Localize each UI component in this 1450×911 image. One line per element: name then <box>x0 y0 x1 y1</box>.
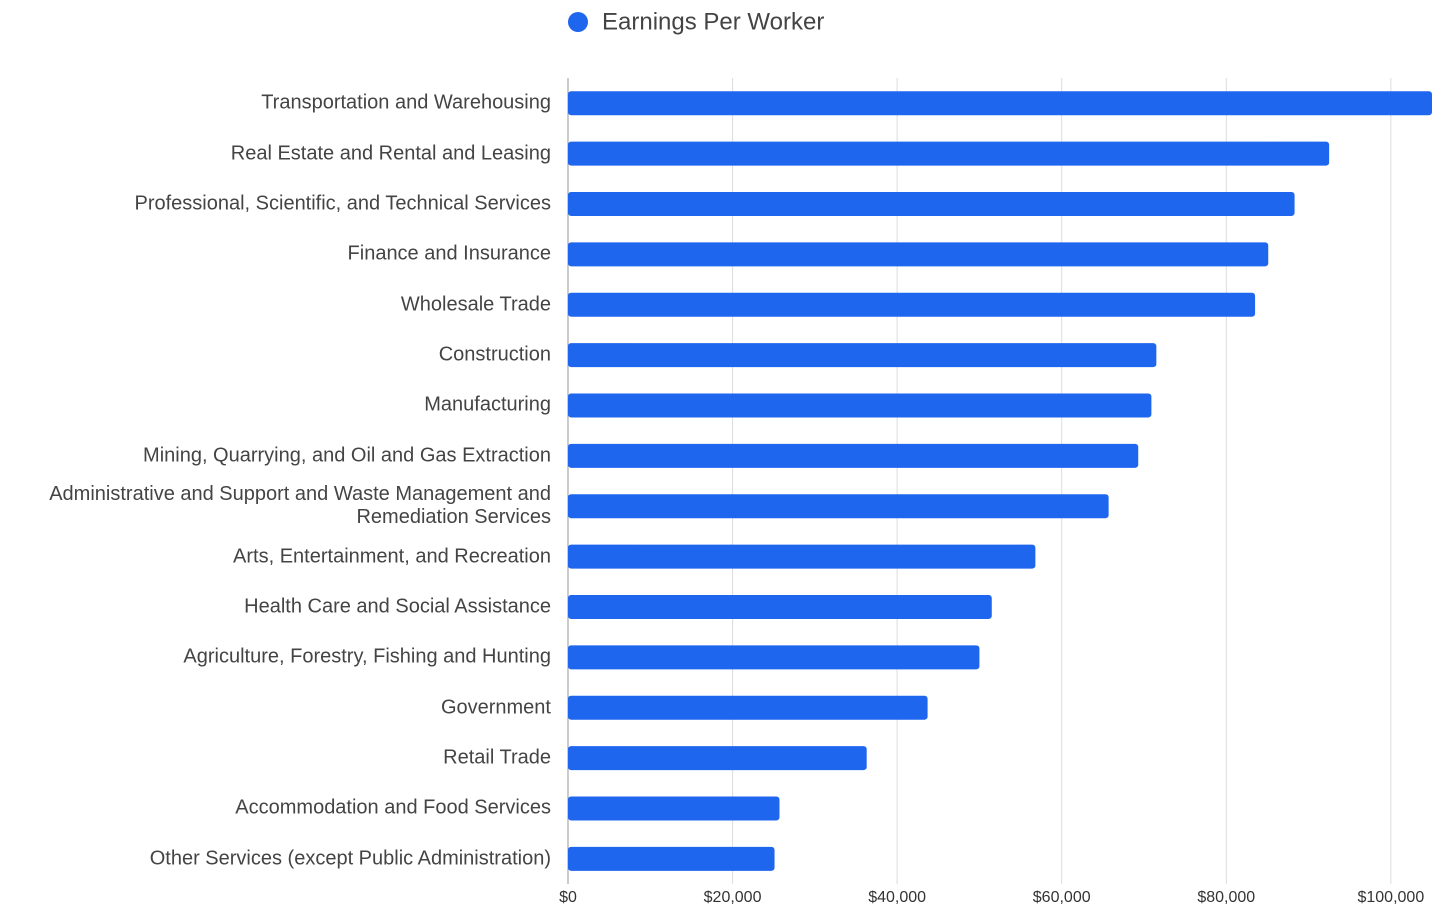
x-tick-label: $80,000 <box>1197 889 1255 906</box>
y-tick-label: Professional, Scientific, and Technical … <box>134 192 551 215</box>
bar <box>568 494 1109 519</box>
y-tick-label: Transportation and Warehousing <box>261 91 551 114</box>
x-tick-label: $60,000 <box>1033 889 1091 906</box>
y-tick-label: Mining, Quarrying, and Oil and Gas Extra… <box>143 444 551 467</box>
y-tick-label: Other Services (except Public Administra… <box>149 847 551 870</box>
bar <box>568 91 1432 116</box>
bar <box>568 141 1330 166</box>
bar <box>568 443 1139 468</box>
x-tick-label: $40,000 <box>868 889 926 906</box>
x-tick-label: $0 <box>559 889 577 906</box>
x-tick-label: $20,000 <box>704 889 762 906</box>
bar <box>568 242 1269 267</box>
y-tick-label: Health Care and Social Assistance <box>244 595 551 618</box>
bar <box>568 746 867 771</box>
bar <box>568 393 1152 418</box>
bar <box>568 695 928 720</box>
y-tick-label: Administrative and Support and Waste Man… <box>49 483 551 529</box>
legend-label: Earnings Per Worker <box>602 8 824 35</box>
bar <box>568 846 775 871</box>
y-tick-label: Manufacturing <box>424 393 551 416</box>
y-tick-label: Retail Trade <box>443 746 551 769</box>
legend-marker <box>568 12 588 32</box>
x-tick-label: $100,000 <box>1357 889 1424 906</box>
bar <box>568 796 780 821</box>
bar <box>568 594 992 619</box>
y-tick-label: Agriculture, Forestry, Fishing and Hunti… <box>183 645 551 668</box>
y-tick-label: Construction <box>438 343 551 366</box>
y-tick-label: Real Estate and Rental and Leasing <box>230 142 551 165</box>
bar <box>568 343 1157 368</box>
y-tick-label: Government <box>440 696 551 719</box>
bar <box>568 292 1256 317</box>
y-tick-label: Finance and Insurance <box>347 242 551 265</box>
y-tick-label: Wholesale Trade <box>400 293 551 316</box>
bar <box>568 191 1295 216</box>
bar <box>568 544 1036 569</box>
bar <box>568 645 980 670</box>
y-tick-label: Accommodation and Food Services <box>235 796 551 819</box>
y-tick-label: Arts, Entertainment, and Recreation <box>233 545 551 568</box>
